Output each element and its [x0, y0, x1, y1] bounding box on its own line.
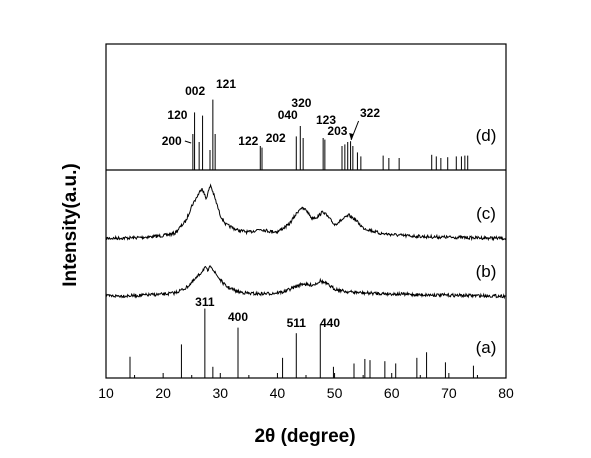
peak-label: 123	[316, 113, 336, 127]
peak-label: 002	[185, 84, 205, 98]
y-axis-title: Intensity(a.u.)	[60, 163, 81, 287]
arrow-head	[349, 133, 354, 140]
x-tick-label: 30	[212, 385, 228, 401]
x-tick-label: 70	[441, 385, 457, 401]
x-tick-label: 20	[155, 385, 171, 401]
series-label: (d)	[476, 126, 497, 145]
leader-arrow	[350, 120, 360, 141]
peak-label: 322	[360, 106, 380, 120]
peak-label: 511	[287, 316, 307, 330]
x-axis-title: 2θ (degree)	[254, 426, 355, 447]
peak-label: 203	[327, 124, 347, 138]
series-d-reference	[192, 99, 469, 170]
annotations: (d) (c) (b) (a) 311 400 511 440 200 120 002 121 122 2…	[162, 77, 497, 357]
peak-label: 121	[216, 77, 236, 91]
x-tick-label: 40	[270, 385, 286, 401]
x-tick-label: 10	[98, 385, 114, 401]
trace-b-line	[105, 264, 507, 300]
peak-label: 122	[238, 134, 258, 148]
series-c-trace	[105, 183, 507, 242]
peak-label: 040	[278, 108, 298, 122]
peak-label: 311	[195, 295, 215, 309]
series-label: (a)	[476, 338, 497, 357]
peak-label: 400	[228, 310, 248, 324]
series-label: (c)	[476, 204, 496, 223]
peak-label: 320	[291, 96, 311, 110]
series-a-reference	[129, 308, 474, 378]
trace-c-line	[105, 183, 507, 242]
peak-label: 120	[167, 108, 187, 122]
peak-label: 202	[266, 131, 286, 145]
x-axis-ticks: 10 20 30 40 50 60 70 80	[98, 373, 514, 401]
x-tick-label: 50	[327, 385, 343, 401]
x-tick-label: 60	[384, 385, 400, 401]
series-label: (b)	[476, 262, 497, 281]
peak-label: 440	[320, 316, 340, 330]
series-b-trace	[105, 264, 507, 300]
peak-label: 200	[162, 134, 182, 148]
leader-line	[184, 140, 192, 144]
x-tick-label: 80	[498, 385, 514, 401]
